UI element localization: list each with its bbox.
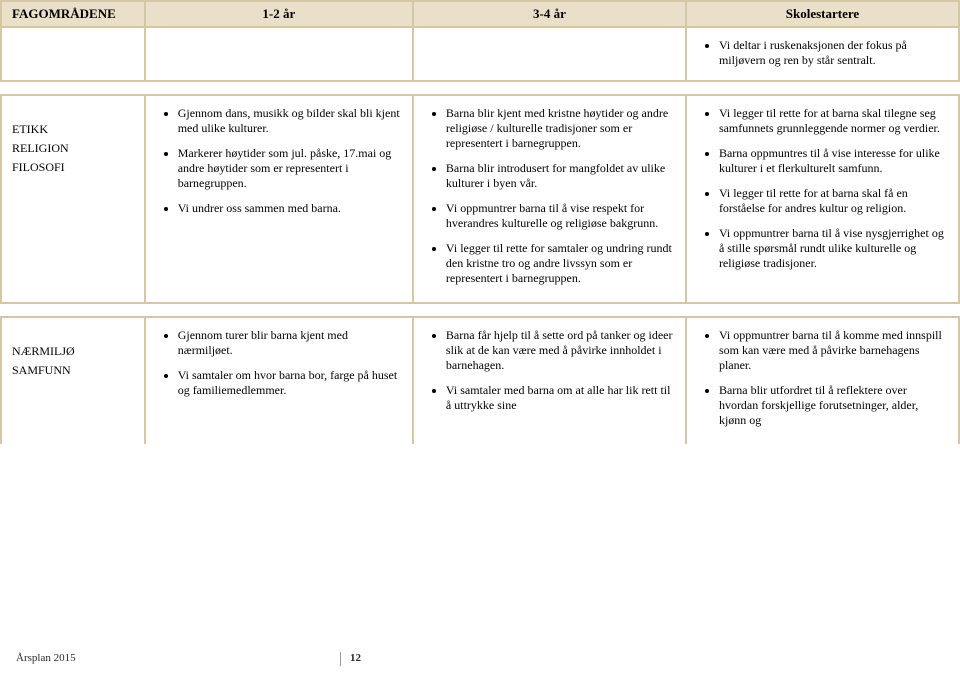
spacer: [1, 81, 959, 95]
list-item: Vi oppmuntrer barna til å vise respekt f…: [446, 201, 675, 231]
intro-col4: Vi deltar i ruskenaksjonen der fokus på …: [686, 27, 959, 81]
row1-col2: Gjennom dans, musikk og bilder skal bli …: [145, 95, 413, 303]
header-col2: 1-2 år: [145, 1, 413, 27]
list-item: Barna blir kjent med kristne høytider og…: [446, 106, 675, 151]
list-item: Barna får hjelp til å sette ord på tanke…: [446, 328, 675, 373]
footer-divider: [340, 652, 341, 666]
header-col4: Skolestartere: [686, 1, 959, 27]
list-item: Barna blir utfordret til å reflektere ov…: [719, 383, 948, 428]
intro-col2: [145, 27, 413, 81]
row2-col2: Gjennom turer blir barna kjent med nærmi…: [145, 317, 413, 444]
table-header-row: FAGOMRÅDENE 1-2 år 3-4 år Skolestartere: [1, 1, 959, 27]
row-naermiljo: NÆRMILJØ SAMFUNN Gjennom turer blir barn…: [1, 317, 959, 444]
list-item: Barna blir introdusert for mangfoldet av…: [446, 161, 675, 191]
intro-row: Vi deltar i ruskenaksjonen der fokus på …: [1, 27, 959, 81]
intro-col1: [1, 27, 145, 81]
list-item: Vi undrer oss sammen med barna.: [178, 201, 402, 216]
row1-col3: Barna blir kjent med kristne høytider og…: [413, 95, 686, 303]
label-line: ETIKK: [12, 120, 134, 139]
list-item: Vi legger til rette for at barna skal ti…: [719, 106, 948, 136]
list-item: Barna oppmuntres til å vise interesse fo…: [719, 146, 948, 176]
label-line: SAMFUNN: [12, 361, 134, 380]
footer-title: Årsplan 2015: [16, 652, 76, 664]
document-page: FAGOMRÅDENE 1-2 år 3-4 år Skolestartere …: [0, 0, 960, 444]
row-label-etikk: ETIKK RELIGION FILOSOFI: [1, 95, 145, 303]
list-item: Vi oppmuntrer barna til å vise nysgjerri…: [719, 226, 948, 271]
curriculum-table: FAGOMRÅDENE 1-2 år 3-4 år Skolestartere …: [0, 0, 960, 444]
row-etikk: ETIKK RELIGION FILOSOFI Gjennom dans, mu…: [1, 95, 959, 303]
bullet-list: Vi oppmuntrer barna til å komme med inns…: [697, 328, 948, 428]
bullet-list: Barna får hjelp til å sette ord på tanke…: [424, 328, 675, 413]
intro-bullets: Vi deltar i ruskenaksjonen der fokus på …: [697, 38, 948, 68]
bullet-list: Vi legger til rette for at barna skal ti…: [697, 106, 948, 271]
footer-page-number: 12: [350, 652, 361, 664]
list-item: Vi samtaler med barna om at alle har lik…: [446, 383, 675, 413]
spacer: [1, 303, 959, 317]
row2-col3: Barna får hjelp til å sette ord på tanke…: [413, 317, 686, 444]
list-item: Vi samtaler om hvor barna bor, farge på …: [178, 368, 402, 398]
list-item: Vi oppmuntrer barna til å komme med inns…: [719, 328, 948, 373]
bullet-list: Gjennom turer blir barna kjent med nærmi…: [156, 328, 402, 398]
label-line: NÆRMILJØ: [12, 342, 134, 361]
label-line: FILOSOFI: [12, 158, 134, 177]
list-item: Gjennom dans, musikk og bilder skal bli …: [178, 106, 402, 136]
intro-col3: [413, 27, 686, 81]
row-label-naermiljo: NÆRMILJØ SAMFUNN: [1, 317, 145, 444]
list-item: Vi deltar i ruskenaksjonen der fokus på …: [719, 38, 948, 68]
list-item: Gjennom turer blir barna kjent med nærmi…: [178, 328, 402, 358]
row2-col4: Vi oppmuntrer barna til å komme med inns…: [686, 317, 959, 444]
label-line: RELIGION: [12, 139, 134, 158]
bullet-list: Barna blir kjent med kristne høytider og…: [424, 106, 675, 286]
list-item: Markerer høytider som jul. påske, 17.mai…: [178, 146, 402, 191]
header-col1: FAGOMRÅDENE: [1, 1, 145, 27]
list-item: Vi legger til rette for samtaler og undr…: [446, 241, 675, 286]
bullet-list: Gjennom dans, musikk og bilder skal bli …: [156, 106, 402, 216]
list-item: Vi legger til rette for at barna skal få…: [719, 186, 948, 216]
row1-col4: Vi legger til rette for at barna skal ti…: [686, 95, 959, 303]
header-col3: 3-4 år: [413, 1, 686, 27]
